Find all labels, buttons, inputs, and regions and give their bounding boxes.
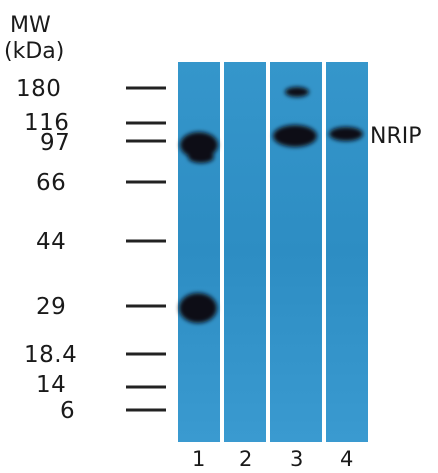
marker-label-66: 66	[36, 170, 66, 196]
marker-label-14: 14	[36, 372, 66, 398]
band-lane-1-97kda	[180, 132, 218, 158]
marker-label-116: 116	[24, 110, 69, 136]
mw-marker-ladder: 180 116 97 66 44 29 18.4 14 6	[16, 76, 166, 424]
marker-label-18-4: 18.4	[24, 342, 77, 368]
lane-number-1: 1	[192, 447, 205, 471]
membrane	[178, 62, 368, 442]
lane-numbers: 1 2 3 4	[192, 447, 353, 471]
band-lane-1-97kda-tail	[188, 151, 214, 163]
lane-2-membrane	[224, 62, 266, 442]
marker-label-97: 97	[40, 130, 70, 156]
band-lane-4-nrip	[329, 127, 363, 141]
lane-1-membrane	[178, 62, 220, 442]
lane-3-membrane	[270, 62, 322, 442]
band-lane-3-high	[285, 87, 309, 97]
marker-label-180: 180	[16, 76, 61, 102]
marker-label-29: 29	[36, 294, 66, 320]
bands	[179, 87, 363, 323]
lane-4-membrane	[326, 62, 368, 442]
nrip-label: NRIP	[370, 124, 422, 149]
mw-header: MW	[10, 13, 51, 38]
marker-label-44: 44	[36, 229, 66, 255]
band-lane-1-29kda	[179, 293, 217, 323]
lane-number-2: 2	[239, 447, 252, 471]
mw-unit-label: (kDa)	[4, 39, 64, 64]
lane-number-3: 3	[290, 447, 303, 471]
band-lane-3-nrip	[273, 125, 317, 147]
marker-label-6: 6	[60, 398, 75, 424]
lane-number-4: 4	[340, 447, 353, 471]
